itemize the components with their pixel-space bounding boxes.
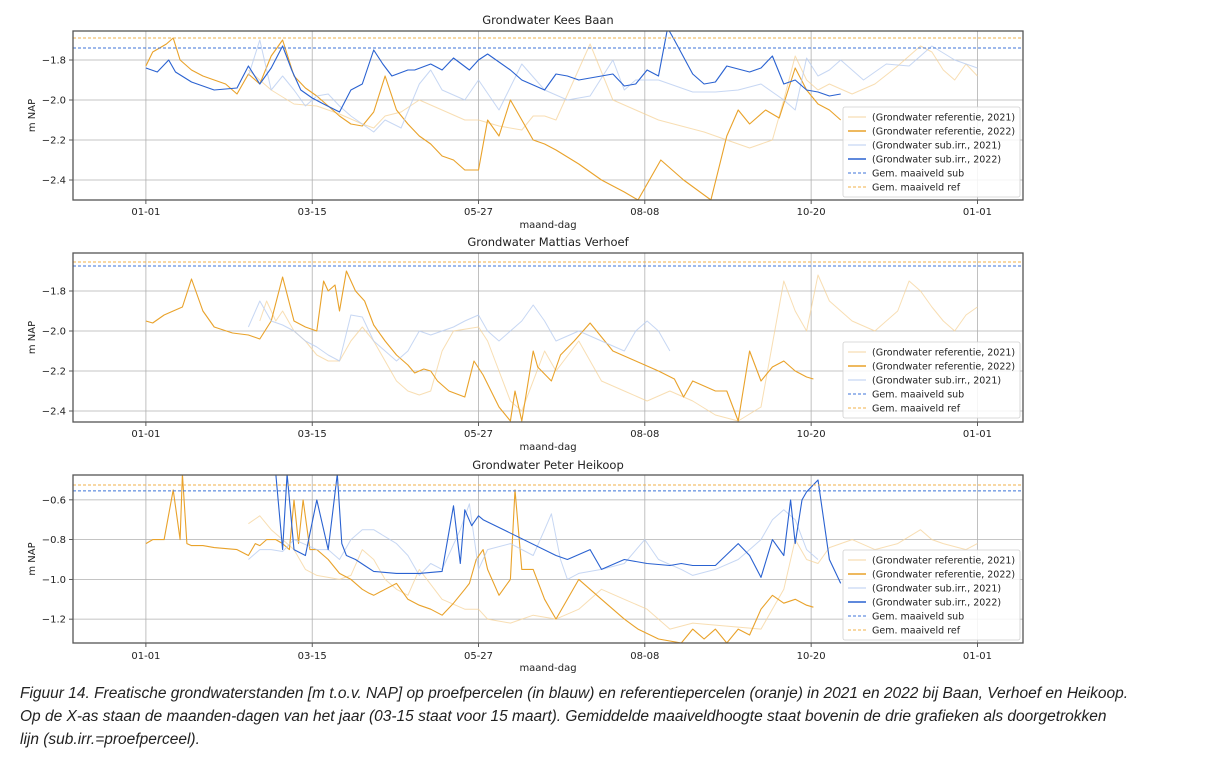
x-tick-label: 01-01 bbox=[963, 207, 992, 218]
x-tick-label: 08-08 bbox=[630, 429, 659, 440]
legend-label: (Grondwater sub.irr., 2021) bbox=[872, 584, 1001, 595]
legend-label: Gem. maaiveld sub bbox=[872, 612, 964, 623]
caption-line-1: Figuur 14. Freatische grondwaterstanden … bbox=[20, 685, 1129, 702]
y-tick-label: −2.4 bbox=[42, 176, 66, 187]
x-axis-label: maand-dag bbox=[519, 442, 576, 453]
chart-panel-1: Grondwater Kees Baan 01-01 03-15 05-27 08-08… bbox=[27, 13, 1024, 231]
legend-label: Gem. maaiveld ref bbox=[872, 183, 961, 194]
legend-label: Gem. maaiveld ref bbox=[872, 626, 961, 637]
y-tick-label: −2.4 bbox=[42, 407, 66, 418]
figure-charts: Grondwater Kees Baan 01-01 03-15 05-27 08-08… bbox=[27, 13, 1024, 674]
series-line-ref-2022 bbox=[145, 475, 814, 643]
series-line-sub-2022 bbox=[275, 475, 842, 584]
y-axis-label: m NAP bbox=[27, 542, 38, 575]
series-line-sub-2021 bbox=[248, 503, 819, 580]
chart-panel-3: Grondwater Peter Heikoop 01-01 03-15 05-27 0… bbox=[27, 458, 1024, 674]
y-tick-label: −0.8 bbox=[42, 535, 66, 546]
plot-area bbox=[73, 475, 1023, 643]
legend-label: (Grondwater sub.irr., 2022) bbox=[872, 155, 1001, 166]
y-tick-label: −2.2 bbox=[42, 136, 66, 147]
series-line-sub-2022 bbox=[145, 31, 841, 113]
x-axis-label: maand-dag bbox=[519, 663, 576, 674]
x-tick-label: 10-20 bbox=[797, 207, 826, 218]
y-tick-label: −0.6 bbox=[42, 495, 66, 506]
series-line-ref-2022 bbox=[145, 270, 814, 422]
figure-caption: Figuur 14. Freatische grondwaterstanden … bbox=[20, 682, 1210, 751]
y-tick-label: −1.0 bbox=[42, 575, 66, 586]
plot-area bbox=[73, 31, 1023, 200]
legend: (Grondwater referentie, 2021) (Grondwater… bbox=[842, 341, 1021, 419]
legend-label: (Grondwater sub.irr., 2022) bbox=[872, 598, 1001, 609]
caption-line-2: Op de X-as staan de maanden-dagen van he… bbox=[20, 708, 1107, 725]
x-tick-label: 05-27 bbox=[464, 207, 493, 218]
caption-line-3: lijn (sub.irr.=proefperceel). bbox=[20, 731, 200, 748]
series-line-sub-2021 bbox=[247, 39, 978, 133]
x-axis-label: maand-dag bbox=[519, 220, 576, 231]
y-axis-label: m NAP bbox=[27, 321, 38, 354]
legend-label: (Grondwater referentie, 2021) bbox=[872, 556, 1015, 567]
legend-label: Gem. maaiveld sub bbox=[872, 390, 964, 401]
series-line-ref-2021 bbox=[259, 274, 978, 422]
x-tick-label: 05-27 bbox=[464, 429, 493, 440]
y-tick-label: −2.0 bbox=[42, 327, 66, 338]
x-tick-label: 01-01 bbox=[963, 429, 992, 440]
plot-frame bbox=[72, 252, 1024, 423]
chart-title: Grondwater Peter Heikoop bbox=[472, 458, 624, 472]
legend-label: (Grondwater referentie, 2022) bbox=[872, 570, 1015, 581]
legend-label: (Grondwater sub.irr., 2021) bbox=[872, 376, 1001, 387]
x-tick-label: 03-15 bbox=[298, 651, 327, 662]
x-tick-label: 03-15 bbox=[298, 429, 327, 440]
x-tick-label: 08-08 bbox=[630, 651, 659, 662]
y-tick-label: −2.2 bbox=[42, 367, 66, 378]
x-tick-label: 01-01 bbox=[131, 207, 160, 218]
plot-frame bbox=[72, 474, 1024, 644]
x-tick-label: 08-08 bbox=[630, 207, 659, 218]
legend: (Grondwater referentie, 2021) (Grondwater… bbox=[842, 106, 1021, 198]
x-tick-label: 10-20 bbox=[797, 429, 826, 440]
x-tick-label: 10-20 bbox=[797, 651, 826, 662]
series-line-ref-2021 bbox=[248, 43, 978, 149]
y-axis-label: m NAP bbox=[27, 99, 38, 132]
series-line-ref-2022 bbox=[145, 37, 842, 200]
legend-label: (Grondwater referentie, 2022) bbox=[872, 362, 1015, 373]
legend-box bbox=[842, 106, 1021, 198]
chart-panel-2: Grondwater Mattias Verhoef 01-01 03-15 05-2… bbox=[27, 235, 1024, 453]
legend-label: Gem. maaiveld sub bbox=[872, 169, 964, 180]
legend-label: (Grondwater referentie, 2022) bbox=[872, 127, 1015, 138]
x-tick-label: 01-01 bbox=[963, 651, 992, 662]
y-tick-label: −2.0 bbox=[42, 96, 66, 107]
legend-label: (Grondwater sub.irr., 2021) bbox=[872, 141, 1001, 152]
legend-label: (Grondwater referentie, 2021) bbox=[872, 348, 1015, 359]
legend-box bbox=[842, 549, 1021, 641]
legend-label: Gem. maaiveld ref bbox=[872, 404, 961, 415]
legend-box bbox=[842, 341, 1021, 419]
plot-area bbox=[73, 261, 1023, 422]
x-tick-label: 01-01 bbox=[131, 651, 160, 662]
x-tick-label: 03-15 bbox=[298, 207, 327, 218]
y-tick-label: −1.2 bbox=[42, 615, 66, 626]
x-tick-label: 05-27 bbox=[464, 651, 493, 662]
chart-title: Grondwater Mattias Verhoef bbox=[467, 235, 629, 249]
x-tick-label: 01-01 bbox=[131, 429, 160, 440]
chart-title: Grondwater Kees Baan bbox=[482, 13, 613, 27]
series-line-sub-2021 bbox=[247, 300, 671, 362]
y-tick-label: −1.8 bbox=[42, 56, 66, 67]
plot-frame bbox=[72, 30, 1024, 201]
y-tick-label: −1.8 bbox=[42, 287, 66, 298]
legend-label: (Grondwater referentie, 2021) bbox=[872, 113, 1015, 124]
legend: (Grondwater referentie, 2021) (Grondwater… bbox=[842, 549, 1021, 641]
